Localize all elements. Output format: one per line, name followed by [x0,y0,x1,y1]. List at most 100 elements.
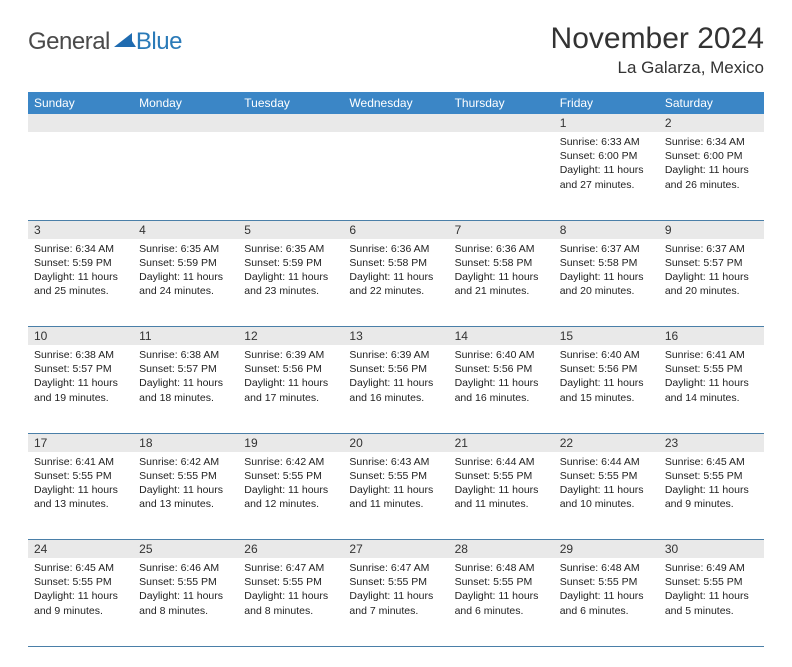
day-cell-body: Sunrise: 6:41 AMSunset: 5:55 PMDaylight:… [28,452,133,518]
day-cell: Sunrise: 6:35 AMSunset: 5:59 PMDaylight:… [238,239,343,327]
weekday-header: Thursday [449,92,554,114]
daylight-line: Daylight: 11 hours and 19 minutes. [34,376,127,404]
sunset-line: Sunset: 5:55 PM [244,575,337,589]
day-number-cell: 13 [343,327,448,346]
day-number-cell: 10 [28,327,133,346]
daylight-line: Daylight: 11 hours and 21 minutes. [455,270,548,298]
day-number-cell: 20 [343,433,448,452]
day-cell: Sunrise: 6:34 AMSunset: 5:59 PMDaylight:… [28,239,133,327]
sunrise-line: Sunrise: 6:38 AM [139,348,232,362]
day-number-cell: 6 [343,220,448,239]
sunrise-line: Sunrise: 6:39 AM [244,348,337,362]
sunset-line: Sunset: 5:56 PM [349,362,442,376]
day-cell: Sunrise: 6:49 AMSunset: 5:55 PMDaylight:… [659,558,764,646]
day-cell-body: Sunrise: 6:42 AMSunset: 5:55 PMDaylight:… [238,452,343,518]
day-number-cell [28,114,133,132]
day-number-cell: 29 [554,540,659,559]
sunrise-line: Sunrise: 6:41 AM [665,348,758,362]
logo-text-blue: Blue [136,28,182,56]
logo: General Blue [28,28,182,56]
sunset-line: Sunset: 5:58 PM [349,256,442,270]
day-cell: Sunrise: 6:33 AMSunset: 6:00 PMDaylight:… [554,132,659,220]
day-cell: Sunrise: 6:43 AMSunset: 5:55 PMDaylight:… [343,452,448,540]
daynum-row: 10111213141516 [28,327,764,346]
sunset-line: Sunset: 5:57 PM [139,362,232,376]
day-cell: Sunrise: 6:36 AMSunset: 5:58 PMDaylight:… [449,239,554,327]
sunset-line: Sunset: 5:55 PM [455,469,548,483]
week-row: Sunrise: 6:41 AMSunset: 5:55 PMDaylight:… [28,452,764,540]
sunrise-line: Sunrise: 6:40 AM [455,348,548,362]
day-cell: Sunrise: 6:38 AMSunset: 5:57 PMDaylight:… [133,345,238,433]
sunset-line: Sunset: 5:55 PM [34,469,127,483]
calendar-table: SundayMondayTuesdayWednesdayThursdayFrid… [28,92,764,647]
day-number-cell: 15 [554,327,659,346]
sunset-line: Sunset: 5:55 PM [560,469,653,483]
day-cell: Sunrise: 6:41 AMSunset: 5:55 PMDaylight:… [28,452,133,540]
day-cell: Sunrise: 6:45 AMSunset: 5:55 PMDaylight:… [659,452,764,540]
day-cell: Sunrise: 6:46 AMSunset: 5:55 PMDaylight:… [133,558,238,646]
sunset-line: Sunset: 5:55 PM [139,469,232,483]
day-number-cell: 16 [659,327,764,346]
daylight-line: Daylight: 11 hours and 7 minutes. [349,589,442,617]
weekday-header: Sunday [28,92,133,114]
day-cell-body: Sunrise: 6:43 AMSunset: 5:55 PMDaylight:… [343,452,448,518]
sunrise-line: Sunrise: 6:40 AM [560,348,653,362]
day-cell: Sunrise: 6:48 AMSunset: 5:55 PMDaylight:… [554,558,659,646]
day-cell [238,132,343,220]
location-subtitle: La Galarza, Mexico [551,58,764,78]
daylight-line: Daylight: 11 hours and 10 minutes. [560,483,653,511]
sunset-line: Sunset: 5:59 PM [34,256,127,270]
weekday-header: Wednesday [343,92,448,114]
day-number-cell: 3 [28,220,133,239]
day-cell-body: Sunrise: 6:41 AMSunset: 5:55 PMDaylight:… [659,345,764,411]
daynum-row: 24252627282930 [28,540,764,559]
day-cell [343,132,448,220]
sunrise-line: Sunrise: 6:39 AM [349,348,442,362]
sunset-line: Sunset: 5:57 PM [665,256,758,270]
day-cell-body: Sunrise: 6:48 AMSunset: 5:55 PMDaylight:… [554,558,659,624]
daylight-line: Daylight: 11 hours and 11 minutes. [455,483,548,511]
day-cell-body: Sunrise: 6:34 AMSunset: 6:00 PMDaylight:… [659,132,764,198]
day-cell-body: Sunrise: 6:47 AMSunset: 5:55 PMDaylight:… [238,558,343,624]
sunset-line: Sunset: 5:55 PM [665,362,758,376]
weekday-header-row: SundayMondayTuesdayWednesdayThursdayFrid… [28,92,764,114]
day-number-cell: 26 [238,540,343,559]
day-cell: Sunrise: 6:36 AMSunset: 5:58 PMDaylight:… [343,239,448,327]
day-number-cell: 18 [133,433,238,452]
day-cell-body: Sunrise: 6:33 AMSunset: 6:00 PMDaylight:… [554,132,659,198]
day-cell-body: Sunrise: 6:48 AMSunset: 5:55 PMDaylight:… [449,558,554,624]
sunset-line: Sunset: 5:55 PM [665,575,758,589]
day-cell: Sunrise: 6:47 AMSunset: 5:55 PMDaylight:… [238,558,343,646]
day-number-cell: 14 [449,327,554,346]
sunrise-line: Sunrise: 6:48 AM [455,561,548,575]
day-number-cell: 24 [28,540,133,559]
sunset-line: Sunset: 5:55 PM [139,575,232,589]
sunrise-line: Sunrise: 6:47 AM [244,561,337,575]
weekday-header: Saturday [659,92,764,114]
day-cell-body: Sunrise: 6:35 AMSunset: 5:59 PMDaylight:… [133,239,238,305]
sunset-line: Sunset: 5:55 PM [349,575,442,589]
day-cell: Sunrise: 6:40 AMSunset: 5:56 PMDaylight:… [554,345,659,433]
day-cell: Sunrise: 6:44 AMSunset: 5:55 PMDaylight:… [554,452,659,540]
day-cell: Sunrise: 6:39 AMSunset: 5:56 PMDaylight:… [343,345,448,433]
daylight-line: Daylight: 11 hours and 26 minutes. [665,163,758,191]
day-number-cell: 17 [28,433,133,452]
daylight-line: Daylight: 11 hours and 20 minutes. [665,270,758,298]
sunset-line: Sunset: 5:56 PM [560,362,653,376]
day-number-cell: 19 [238,433,343,452]
sunset-line: Sunset: 6:00 PM [665,149,758,163]
sunrise-line: Sunrise: 6:34 AM [34,242,127,256]
week-row: Sunrise: 6:34 AMSunset: 5:59 PM Daylight:… [28,239,764,327]
sunset-line: Sunset: 5:56 PM [244,362,337,376]
weekday-header: Tuesday [238,92,343,114]
day-cell-body: Sunrise: 6:45 AMSunset: 5:55 PMDaylight:… [28,558,133,624]
daynum-row: 3456789 [28,220,764,239]
day-cell: Sunrise: 6:44 AMSunset: 5:55 PMDaylight:… [449,452,554,540]
day-cell-body: Sunrise: 6:44 AMSunset: 5:55 PMDaylight:… [449,452,554,518]
day-number-cell: 9 [659,220,764,239]
day-cell-body: Sunrise: 6:37 AMSunset: 5:58 PMDaylight:… [554,239,659,305]
day-number-cell [238,114,343,132]
sunrise-line: Sunrise: 6:48 AM [560,561,653,575]
sunset-line: Sunset: 5:55 PM [665,469,758,483]
sunrise-line: Sunrise: 6:35 AM [244,242,337,256]
